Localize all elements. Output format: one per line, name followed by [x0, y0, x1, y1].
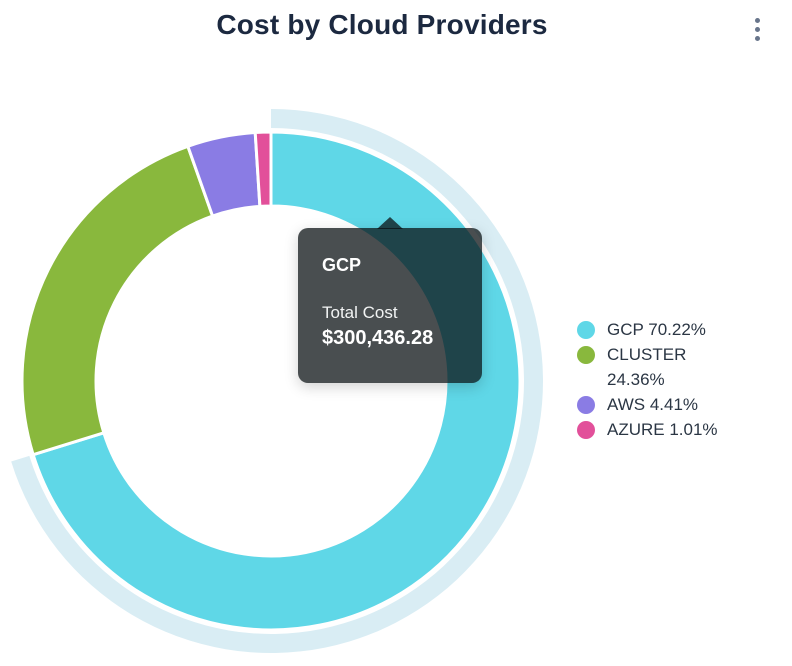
pie-segment-cluster[interactable]: [20, 144, 215, 457]
legend-label-aws: AWS 4.41%: [607, 395, 699, 414]
legend-label-cluster: CLUSTER 24.36%: [607, 345, 687, 389]
legend-dot-gcp: [577, 321, 595, 339]
pie-segment-azure[interactable]: [253, 130, 273, 208]
kebab-menu-icon[interactable]: [744, 10, 770, 48]
tooltip-series-name: GCP: [322, 255, 362, 275]
chart-header: Cost by Cloud Providers: [0, 8, 764, 42]
chart-tooltip: GCP Total Cost $300,436.28: [298, 217, 482, 383]
legend-item-cluster[interactable]: CLUSTER 24.36%: [577, 342, 739, 392]
chart-legend: GCP 70.22% CLUSTER 24.36% AWS 4.41% AZURE 1…: [577, 317, 739, 442]
tooltip-metric-label: Total Cost: [322, 303, 398, 322]
legend-item-aws[interactable]: AWS 4.41%: [577, 392, 739, 417]
legend-dot-aws: [577, 396, 595, 414]
chart-title: Cost by Cloud Providers: [216, 9, 548, 40]
legend-dot-cluster: [577, 346, 595, 364]
legend-item-gcp[interactable]: GCP 70.22%: [577, 317, 739, 342]
kebab-dot: [754, 35, 760, 41]
legend-label-gcp: GCP 70.22%: [607, 320, 706, 339]
legend-dot-azure: [577, 421, 595, 439]
kebab-dot: [754, 17, 760, 23]
tooltip-value: $300,436.28: [322, 327, 434, 349]
legend-label-azure: AZURE 1.01%: [607, 420, 718, 439]
kebab-dot: [754, 26, 760, 32]
legend-item-azure[interactable]: AZURE 1.01%: [577, 417, 739, 442]
